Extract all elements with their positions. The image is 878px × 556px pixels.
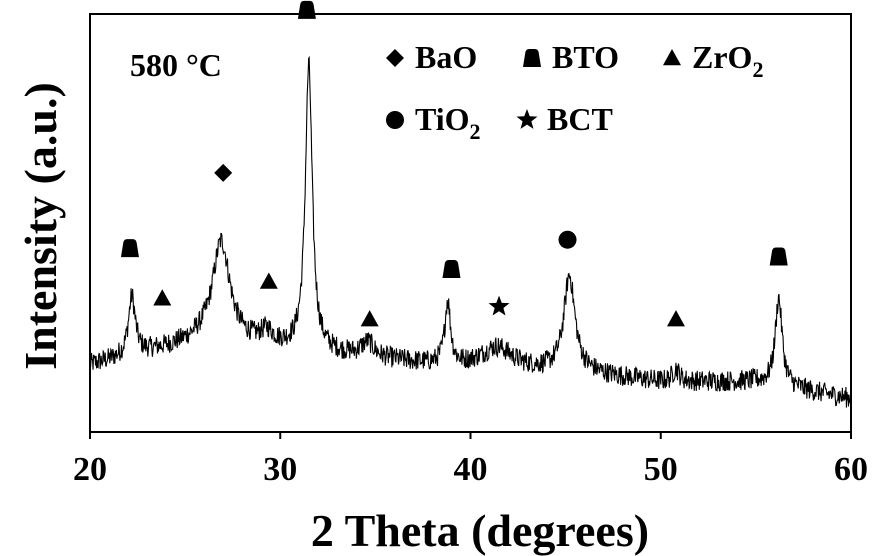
phase-marker-tio2-8 xyxy=(558,230,577,249)
phase-marker-zro2-1 xyxy=(153,289,172,306)
legend-zro-marker xyxy=(663,49,681,66)
legend-tio2-label: TiO2 xyxy=(415,101,481,144)
phase-marker-bto-4 xyxy=(297,0,316,19)
phase-marker-layer xyxy=(120,0,788,327)
legend-bto-label: BTO xyxy=(552,39,619,75)
x-tick-label-30: 30 xyxy=(263,451,297,488)
legend-bct-label: BCT xyxy=(547,101,613,137)
x-tick-label-20: 20 xyxy=(73,451,107,488)
phase-marker-bto-10 xyxy=(769,247,788,266)
legend: BaO BTO ZrO2 TiO2 BCT xyxy=(386,39,763,144)
legend-tio-marker xyxy=(386,111,404,129)
x-tick-label-50: 50 xyxy=(644,451,678,488)
xrd-series-line-0 xyxy=(89,55,852,408)
phase-marker-zro2-5 xyxy=(360,310,379,327)
legend-zro2-label: ZrO2 xyxy=(692,39,763,82)
phase-marker-bao-2 xyxy=(214,163,233,182)
phase-marker-bct-7 xyxy=(488,295,510,316)
legend-bao-label: BaO xyxy=(415,39,477,75)
phase-marker-bto-6 xyxy=(442,259,461,278)
phase-marker-bto-0 xyxy=(120,239,139,258)
x-axis-ticks: 20 30 40 50 60 xyxy=(73,432,868,488)
y-axis-title: Intensity (a.u.) xyxy=(15,82,66,370)
phase-marker-zro2-9 xyxy=(666,310,685,327)
temperature-annotation: 580 °C xyxy=(130,47,222,83)
phase-marker-zro2-3 xyxy=(259,272,278,289)
x-tick-label-60: 60 xyxy=(834,451,868,488)
x-axis-title: 2 Theta (degrees) xyxy=(311,505,649,556)
legend-bct-marker xyxy=(516,109,538,129)
legend-bto-marker xyxy=(523,49,541,67)
series-layer xyxy=(89,55,852,408)
x-tick-label-40: 40 xyxy=(454,451,488,488)
legend-bao-marker xyxy=(386,49,404,67)
